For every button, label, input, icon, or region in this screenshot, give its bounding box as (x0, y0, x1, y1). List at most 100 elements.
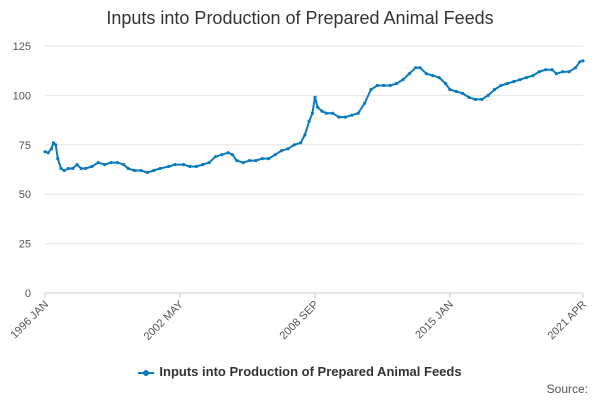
data-point[interactable] (382, 83, 386, 88)
data-point[interactable] (167, 164, 171, 169)
data-point[interactable] (145, 170, 149, 175)
data-point[interactable] (537, 70, 541, 74)
data-point[interactable] (493, 87, 497, 92)
data-point[interactable] (486, 93, 490, 97)
data-point[interactable] (235, 159, 239, 163)
data-point[interactable] (437, 76, 441, 80)
data-point[interactable] (401, 78, 405, 82)
data-point[interactable] (356, 111, 360, 115)
data-point[interactable] (324, 111, 328, 115)
data-point[interactable] (152, 168, 156, 173)
data-point[interactable] (505, 81, 509, 86)
data-point[interactable] (71, 166, 75, 171)
data-point[interactable] (424, 72, 428, 76)
data-point[interactable] (213, 155, 218, 159)
data-point[interactable] (350, 113, 354, 117)
data-point[interactable] (279, 149, 284, 153)
data-point[interactable] (512, 80, 516, 84)
data-point[interactable] (267, 157, 271, 161)
data-point[interactable] (581, 59, 585, 63)
data-point[interactable] (66, 166, 70, 171)
data-point[interactable] (79, 166, 83, 171)
data-point[interactable] (299, 141, 303, 145)
data-point[interactable] (260, 157, 264, 161)
data-point[interactable] (316, 105, 320, 109)
data-point[interactable] (220, 153, 224, 157)
data-point[interactable] (122, 163, 126, 167)
data-point[interactable] (448, 87, 452, 92)
data-point[interactable] (273, 153, 277, 157)
legend-label[interactable]: Inputs into Production of Prepared Anima… (159, 364, 462, 379)
data-point[interactable] (320, 109, 324, 113)
data-point[interactable] (207, 161, 211, 165)
data-point[interactable] (444, 81, 448, 86)
data-point[interactable] (454, 89, 458, 93)
data-point[interactable] (524, 76, 529, 80)
source-label: Source: (546, 382, 588, 396)
data-point[interactable] (407, 72, 411, 76)
data-point[interactable] (292, 143, 296, 147)
data-point[interactable] (313, 95, 317, 99)
data-point[interactable] (90, 164, 94, 169)
data-point[interactable] (573, 66, 578, 70)
data-point[interactable] (254, 159, 258, 163)
data-point[interactable] (188, 164, 192, 169)
data-point[interactable] (51, 141, 56, 145)
data-point[interactable] (241, 161, 245, 165)
data-point[interactable] (49, 147, 54, 151)
data-point[interactable] (480, 97, 484, 101)
data-point[interactable] (578, 60, 582, 64)
data-point[interactable] (46, 151, 50, 155)
data-point[interactable] (75, 163, 79, 167)
data-point[interactable] (310, 111, 314, 115)
data-point[interactable] (139, 168, 143, 173)
data-point[interactable] (363, 101, 367, 105)
data-point[interactable] (369, 87, 373, 92)
data-point[interactable] (561, 70, 565, 74)
data-point[interactable] (395, 81, 399, 86)
data-point[interactable] (303, 133, 307, 137)
data-point[interactable] (388, 83, 392, 88)
data-point[interactable] (62, 168, 66, 173)
data-point[interactable] (431, 74, 435, 78)
data-point[interactable] (83, 166, 88, 171)
data-point[interactable] (544, 68, 548, 72)
data-point[interactable] (337, 115, 341, 119)
legend[interactable]: Inputs into Production of Prepared Anima… (0, 364, 600, 379)
data-point[interactable] (307, 119, 311, 123)
data-point[interactable] (54, 143, 58, 147)
data-point[interactable] (96, 161, 100, 165)
data-point[interactable] (201, 163, 205, 167)
data-point[interactable] (103, 163, 107, 167)
data-point[interactable] (247, 159, 252, 163)
data-point[interactable] (473, 97, 477, 101)
data-point[interactable] (226, 151, 230, 155)
data-point[interactable] (126, 166, 130, 171)
data-point[interactable] (43, 150, 47, 154)
data-point[interactable] (230, 153, 235, 157)
data-point[interactable] (414, 66, 418, 70)
data-point[interactable] (531, 74, 535, 78)
data-point[interactable] (343, 115, 347, 119)
data-point[interactable] (115, 161, 119, 165)
data-point[interactable] (286, 147, 290, 151)
series-line[interactable] (44, 59, 584, 174)
data-point[interactable] (567, 70, 571, 74)
data-point[interactable] (173, 163, 177, 167)
data-point[interactable] (418, 66, 422, 70)
data-point[interactable] (550, 68, 554, 72)
data-point[interactable] (518, 78, 522, 82)
data-point[interactable] (331, 111, 335, 115)
data-point[interactable] (554, 72, 559, 76)
data-point[interactable] (194, 164, 198, 169)
data-point[interactable] (467, 95, 471, 99)
data-point[interactable] (181, 163, 186, 167)
data-point[interactable] (56, 157, 60, 161)
data-point[interactable] (461, 91, 465, 95)
data-point[interactable] (132, 168, 137, 173)
data-point[interactable] (158, 166, 162, 171)
data-point[interactable] (109, 161, 113, 165)
data-point[interactable] (59, 166, 63, 171)
data-point[interactable] (375, 83, 379, 88)
data-point[interactable] (499, 83, 503, 88)
